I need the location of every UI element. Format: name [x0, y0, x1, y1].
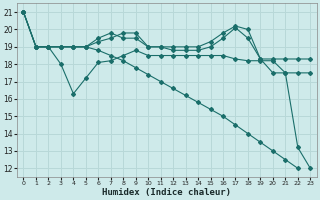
X-axis label: Humidex (Indice chaleur): Humidex (Indice chaleur) — [102, 188, 231, 197]
